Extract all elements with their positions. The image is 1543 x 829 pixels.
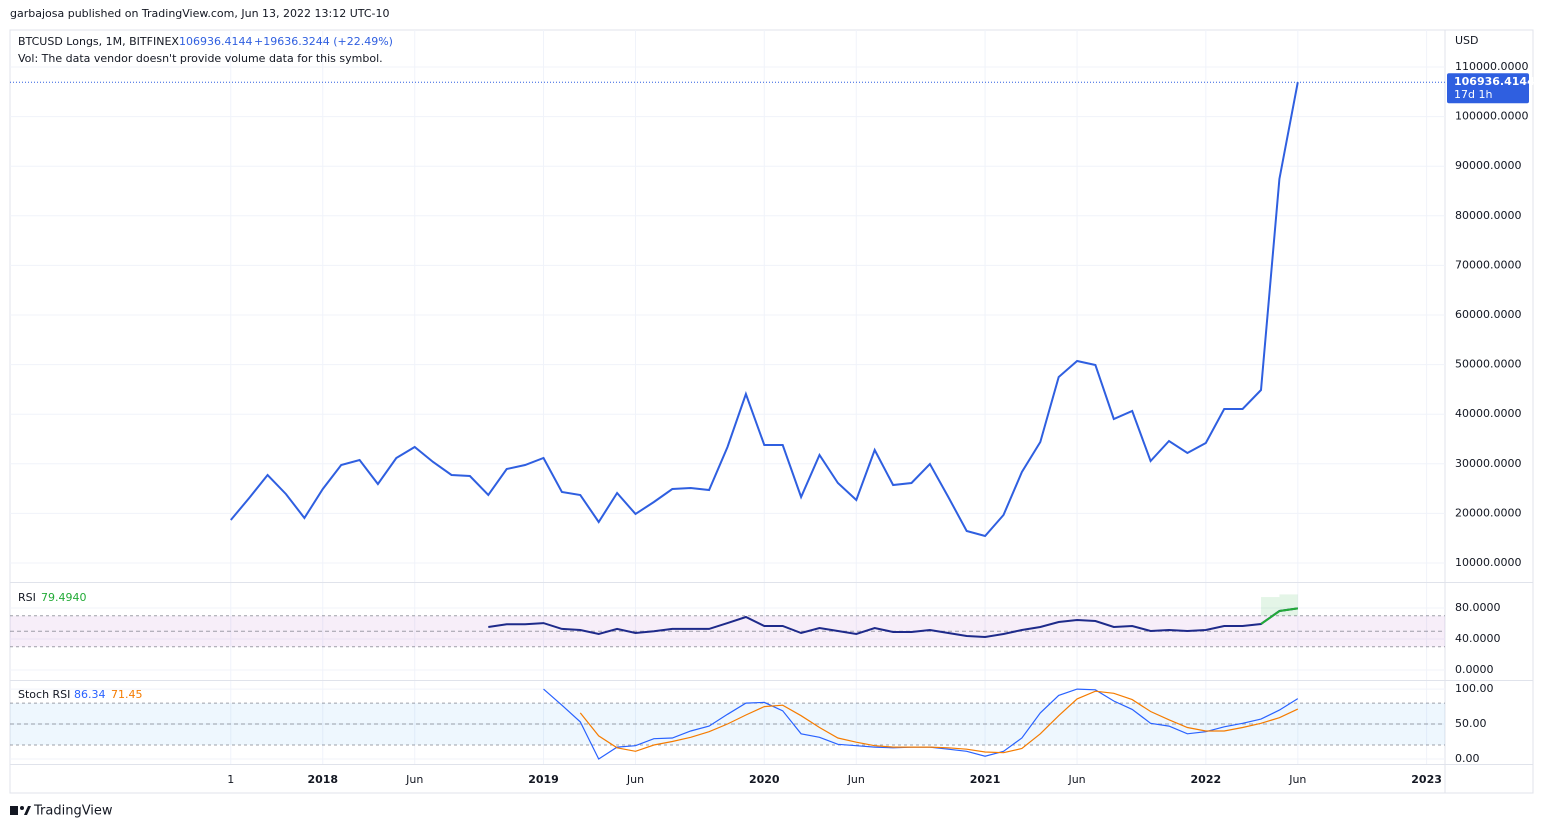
price-tag [1447,73,1529,104]
overbought-area [1279,594,1298,616]
logo-shape [10,806,18,815]
logo [10,806,31,815]
x-tick-label: 2020 [749,773,780,786]
footer-brand: TradingView [33,804,113,819]
series-line [230,82,1299,538]
x-tick-label: 2019 [528,773,559,786]
overbought-segment [1279,607,1298,613]
volume-note: Vol: The data vendor doesn't provide vol… [18,52,383,65]
last-change: +19636.3244 (+22.49%) [254,35,393,48]
y-tick-label: 80000.0000 [1455,209,1521,222]
y-tick-label: 90000.0000 [1455,159,1521,172]
price-tag-countdown: 17d 1h [1454,88,1492,101]
y-tick-label: 0.00 [1455,752,1480,765]
series-line [579,690,1299,754]
y-tick-label: 10000.0000 [1455,556,1521,569]
x-tick-label: 2023 [1411,773,1442,786]
y-tick-label: 0.0000 [1455,663,1494,676]
y-tick-label: 20000.0000 [1455,506,1521,519]
price-tag-value: 106936.4144 [1454,75,1535,88]
x-tick-label: 2022 [1191,773,1222,786]
y-tick-label: 60000.0000 [1455,308,1521,321]
stoch-k-value: 86.34 [74,688,106,701]
rsi-title: RSI [18,591,36,604]
x-tick-label: 2018 [307,773,338,786]
y-tick-label: 40.0000 [1455,632,1501,645]
y-tick-label: 40000.0000 [1455,407,1521,420]
x-tick-label: 1 [227,773,234,786]
rsi-value: 79.4940 [41,591,87,604]
y-tick-label: 30000.0000 [1455,457,1521,470]
stoch-title: Stoch RSI [18,688,70,701]
y-tick-label: 80.0000 [1455,601,1501,614]
x-tick-label: Jun [405,773,423,786]
series-line [488,607,1298,639]
x-tick-label: Jun [1067,773,1085,786]
overbought-segment [1260,610,1280,625]
overbought-area [1261,597,1280,616]
x-tick-label: Jun [847,773,865,786]
y-tick-label: 50.00 [1455,717,1487,730]
y-tick-label: 70000.0000 [1455,258,1521,271]
x-tick-label: Jun [1288,773,1306,786]
panes: 10000.0000 20000.0000 30000.0000 40000.0000… [10,30,1535,786]
frame [9,29,1534,794]
x-tick-label: Jun [626,773,644,786]
y-tick-label: 100.00 [1455,682,1494,695]
publisher: garbajosa published on TradingView.com, … [10,7,390,20]
x-tick-label: 2021 [970,773,1001,786]
symbol-title: BTCUSD Longs, 1M, BITFINEX [18,35,179,48]
logo-shape [20,806,24,810]
y-tick-label: 50000.0000 [1455,358,1521,371]
currency-label: USD [1455,34,1479,47]
stoch-d-value: 71.45 [111,688,143,701]
y-tick-label: 110000.0000 [1455,60,1528,73]
last-value: 106936.4144 [179,35,252,48]
logo-shape [24,806,31,815]
y-tick-label: 100000.0000 [1455,110,1528,123]
